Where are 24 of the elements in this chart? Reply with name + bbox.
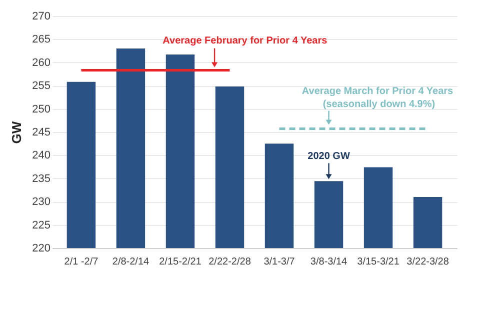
y-tick-label: 270 — [32, 10, 50, 22]
x-tick-label: 3/1-3/7 — [264, 256, 296, 268]
x-tick-label: 3/22-3/28 — [406, 256, 450, 268]
x-tick-label: 2/8-2/14 — [112, 256, 150, 268]
y-tick-label: 250 — [32, 103, 50, 116]
x-tick-label: 3/15-3/21 — [357, 256, 400, 268]
x-tick-label: 2/22-2/28 — [208, 256, 252, 268]
text: Average February for Prior 4 Years — [162, 35, 328, 46]
annotation: 2020 GW — [308, 151, 350, 162]
y-tick-label: 255 — [32, 80, 50, 92]
x-tick-label: 2/15-2/21 — [159, 256, 202, 268]
y-tick-label: 265 — [32, 34, 50, 46]
y-tick-label: 260 — [32, 56, 50, 69]
y-tick-label: 230 — [32, 196, 50, 208]
annotation: (seasonally down 4.9%) — [322, 98, 436, 110]
x-tick-label: 2/1 -2/7 — [64, 256, 99, 268]
y-tick-label: 235 — [32, 172, 50, 185]
y-tick-label: 245 — [32, 126, 50, 138]
y-axis-title: GW — [9, 120, 24, 144]
y-tick-label: 240 — [32, 150, 50, 162]
text: Average March for Prior 4 Years — [302, 86, 454, 97]
y-tick-label: 220 — [32, 242, 50, 254]
y-tick-label: 225 — [32, 219, 50, 232]
x-tick-label: 3/8-3/14 — [310, 256, 348, 268]
